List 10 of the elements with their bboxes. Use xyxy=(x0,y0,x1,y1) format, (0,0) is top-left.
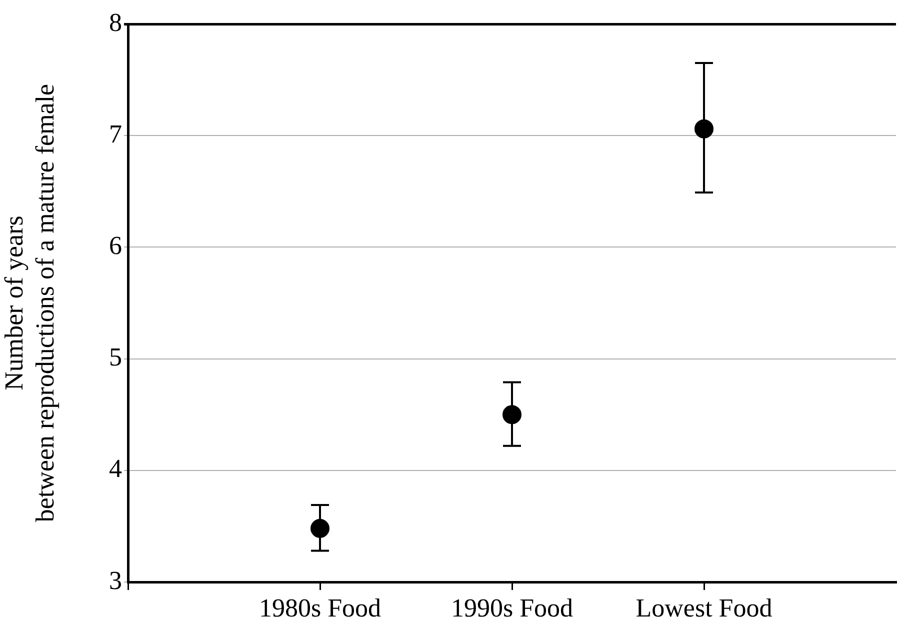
y-tick-label: 6 xyxy=(109,231,122,260)
y-tick-label: 8 xyxy=(109,8,122,37)
x-tick-label: 1990s Food xyxy=(450,593,574,622)
x-tick-label: Lowest Food xyxy=(636,593,772,622)
y-tick-label: 4 xyxy=(109,454,122,484)
y-tick-label: 5 xyxy=(109,342,122,372)
y-tick-label: 7 xyxy=(109,119,122,148)
x-tick-label: 1980s Food xyxy=(258,593,382,622)
y-tick-label: 3 xyxy=(109,566,122,595)
y-axis-title: Number of years between reproductions of a mature female xyxy=(0,84,60,522)
